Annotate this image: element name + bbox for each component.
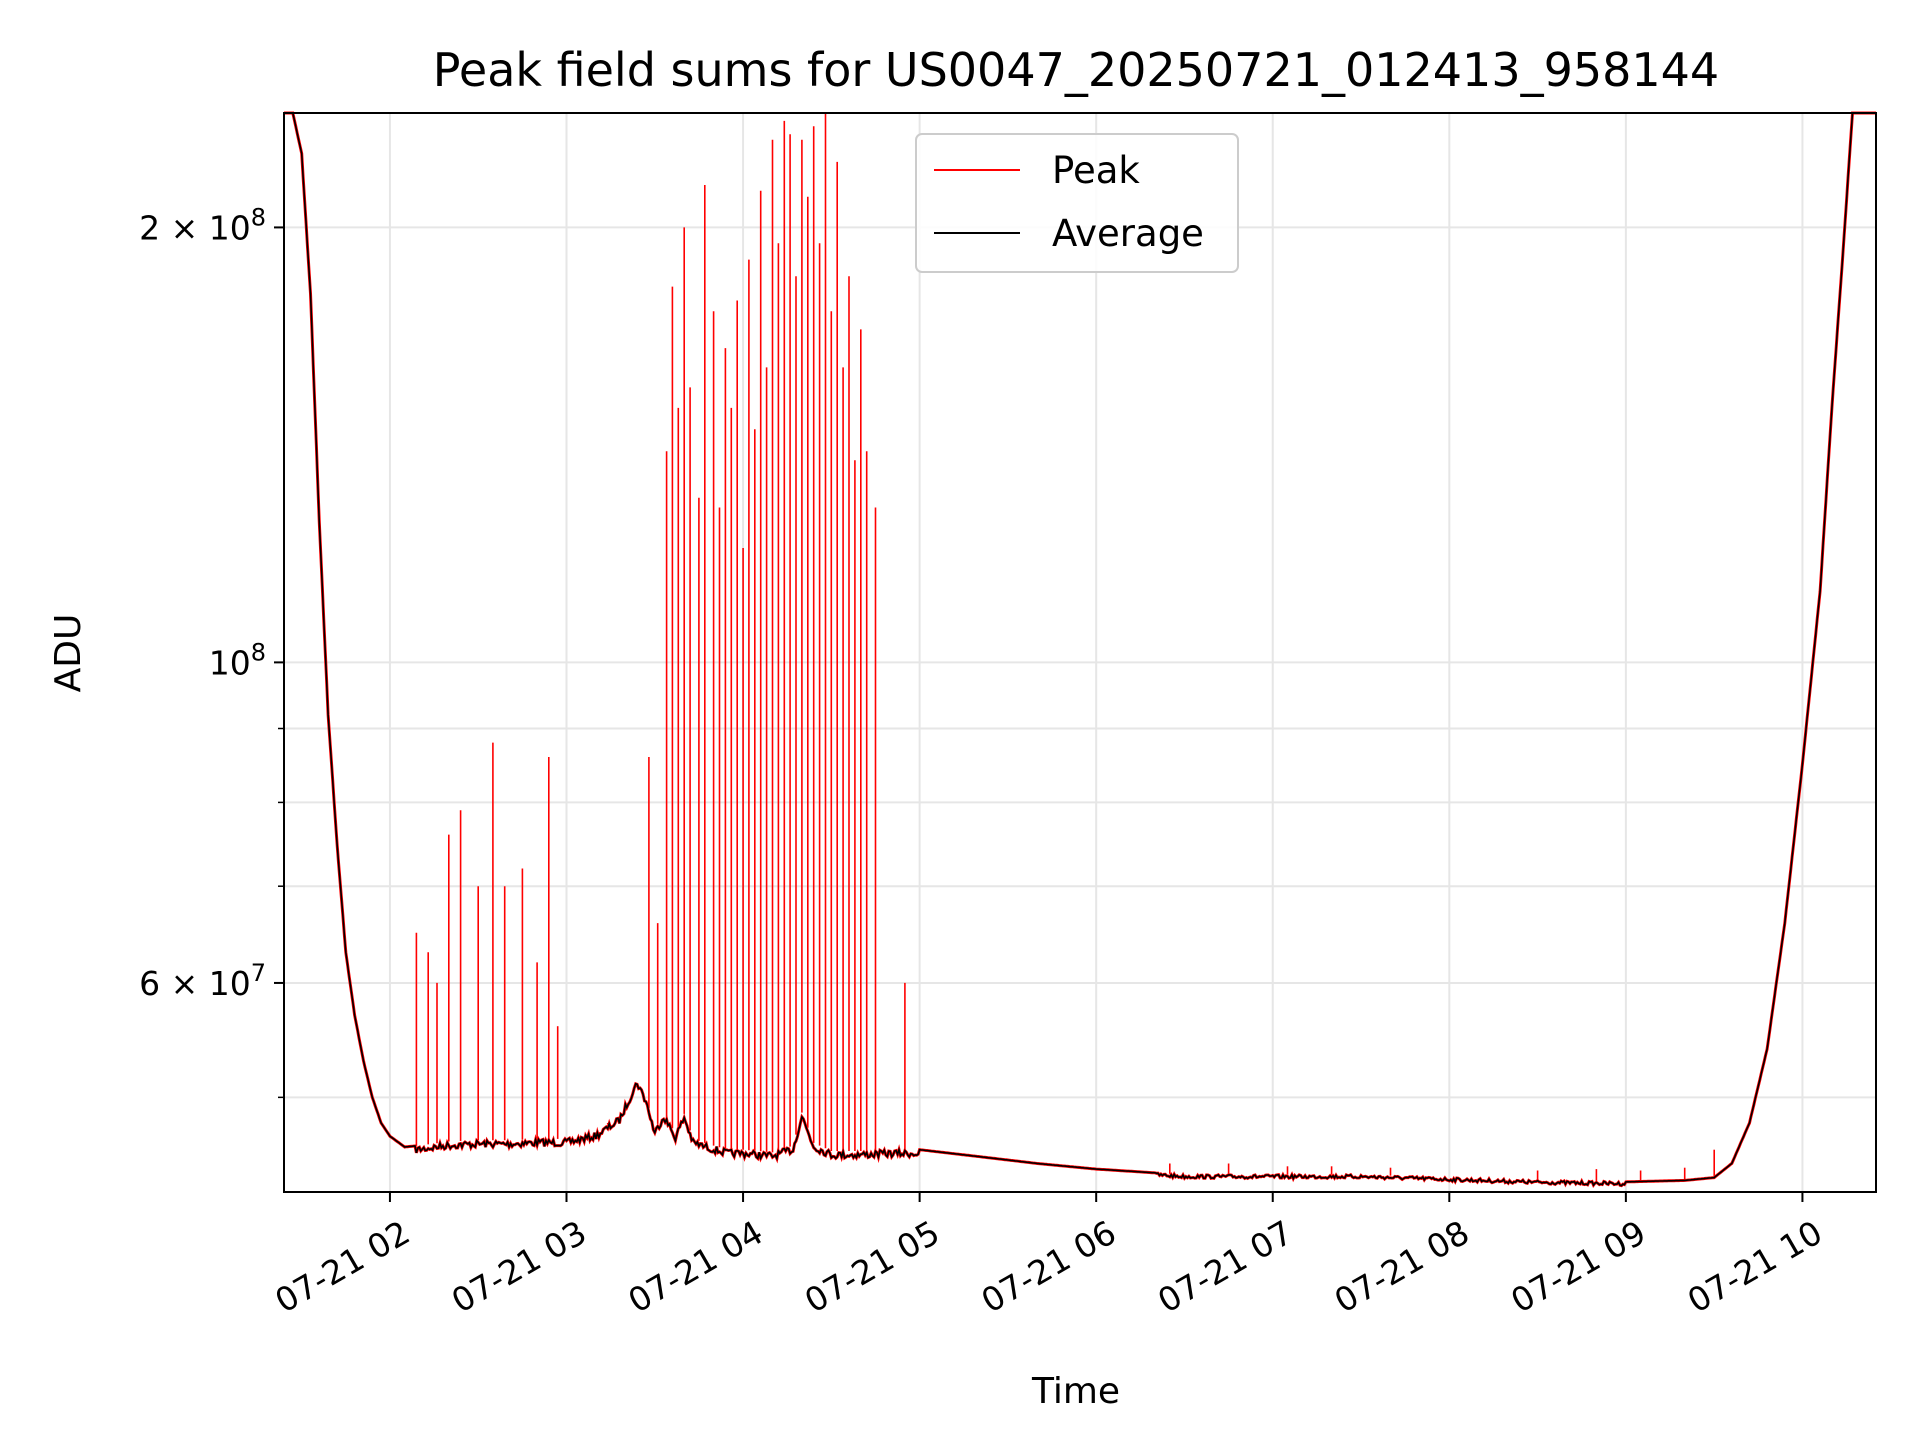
- y-axis-ticks: 2 × 108 108 6 × 107: [139, 203, 284, 1099]
- x-axis-label: Time: [1031, 1371, 1120, 1412]
- y-tick-label: 6 × 107: [139, 959, 266, 1003]
- chart-title: Peak field sums for US0047_20250721_0124…: [433, 43, 1719, 97]
- peak-series: [415, 113, 1715, 1182]
- y-axis-label: ADU: [48, 614, 89, 693]
- legend-peak-label: Peak: [1052, 149, 1140, 192]
- legend-average-label: Average: [1052, 212, 1204, 255]
- y-tick-label: 108: [209, 638, 266, 682]
- legend: Peak Average: [915, 133, 1239, 273]
- plot-frame: [283, 112, 1877, 1193]
- average-series: [284, 112, 1876, 1187]
- legend-box: [915, 133, 1239, 273]
- average-line: [284, 112, 1876, 1187]
- y-tick-label: 2 × 108: [139, 203, 266, 247]
